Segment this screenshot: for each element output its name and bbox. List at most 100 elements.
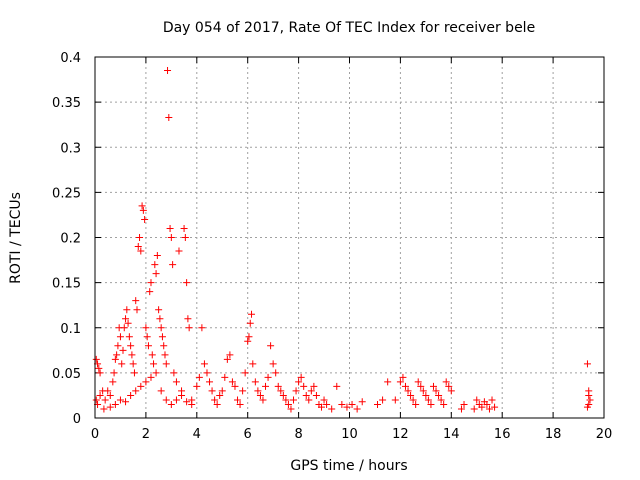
data-point: [106, 391, 114, 399]
data-point: [142, 378, 150, 386]
data-point: [373, 400, 381, 408]
data-point: [170, 369, 178, 377]
data-point: [144, 342, 152, 350]
data-point: [404, 387, 412, 395]
data-point: [234, 396, 242, 404]
data-point: [445, 382, 453, 390]
data-point: [310, 382, 318, 390]
data-point: [100, 405, 108, 413]
y-tick-label: 0.4: [60, 51, 81, 66]
data-point: [198, 324, 206, 332]
data-point: [157, 387, 165, 395]
data-point: [158, 333, 166, 341]
data-point: [228, 378, 236, 386]
data-point: [267, 342, 275, 350]
data-point: [106, 403, 114, 411]
x-tick-label: 18: [545, 427, 562, 442]
grid-lines: [95, 57, 604, 418]
data-point: [160, 342, 168, 350]
data-point: [147, 373, 155, 381]
data-point: [396, 378, 404, 386]
data-point: [122, 398, 130, 406]
data-point: [188, 400, 196, 408]
data-point: [164, 67, 172, 75]
data-point: [208, 387, 216, 395]
x-tick-label: 4: [193, 427, 201, 442]
data-point: [241, 369, 249, 377]
y-tick-label: 0.25: [52, 186, 81, 201]
data-point: [132, 297, 140, 305]
data-point: [248, 310, 256, 318]
x-tick-label: 10: [341, 427, 358, 442]
data-point: [239, 387, 247, 395]
data-point: [137, 382, 145, 390]
data-point: [200, 360, 208, 368]
data-point: [300, 382, 308, 390]
data-point: [251, 378, 259, 386]
data-point: [432, 387, 440, 395]
data-point: [178, 391, 186, 399]
x-tick-label: 12: [392, 427, 409, 442]
data-point: [307, 387, 315, 395]
data-point: [254, 387, 262, 395]
data-point: [152, 369, 160, 377]
data-point: [312, 391, 320, 399]
data-point: [157, 324, 165, 332]
plot-frame: [94, 56, 605, 419]
data-point: [348, 400, 356, 408]
data-point: [119, 346, 127, 354]
data-point: [292, 387, 300, 395]
data-point: [223, 355, 231, 363]
data-point: [391, 396, 399, 404]
data-point: [116, 333, 124, 341]
data-point: [114, 342, 122, 350]
data-point: [407, 391, 415, 399]
data-point: [583, 403, 591, 411]
data-point: [245, 333, 253, 341]
y-tick-label: 0.15: [52, 277, 81, 292]
data-point: [206, 378, 214, 386]
x-tick-label: 6: [244, 427, 252, 442]
data-point: [113, 351, 121, 359]
data-point: [134, 243, 142, 251]
data-point: [203, 369, 211, 377]
data-point: [279, 391, 287, 399]
data-point: [139, 206, 147, 214]
x-axis-label: GPS time / hours: [290, 458, 407, 474]
data-point: [216, 391, 224, 399]
data-point: [457, 405, 465, 413]
data-point: [213, 400, 221, 408]
data-point: [295, 378, 303, 386]
data-point: [249, 360, 257, 368]
data-point: [491, 403, 499, 411]
data-point: [101, 396, 109, 404]
data-point: [284, 400, 292, 408]
data-point: [320, 396, 328, 404]
y-tick-label: 0: [73, 412, 81, 427]
data-point: [120, 324, 128, 332]
data-point: [136, 234, 144, 241]
data-point: [338, 400, 346, 408]
data-point: [427, 400, 435, 408]
data-point: [195, 373, 203, 381]
chart-title: Day 054 of 2017, Rate Of TEC Index for r…: [163, 20, 535, 36]
data-point: [422, 391, 430, 399]
y-tick-label: 0.3: [60, 141, 81, 156]
data-point: [152, 270, 160, 278]
data-point: [96, 391, 104, 399]
data-point: [460, 400, 468, 408]
data-point: [414, 378, 422, 386]
data-point: [162, 396, 170, 404]
data-point: [417, 382, 425, 390]
data-point: [353, 405, 361, 413]
data-point: [167, 234, 175, 241]
data-point: [128, 351, 136, 359]
data-point: [244, 337, 252, 345]
x-tick-label: 2: [142, 427, 150, 442]
x-tick-label: 0: [91, 427, 99, 442]
data-point: [585, 391, 593, 399]
data-point: [419, 387, 427, 395]
y-tick-label: 0.2: [60, 232, 81, 247]
data-point: [424, 396, 432, 404]
